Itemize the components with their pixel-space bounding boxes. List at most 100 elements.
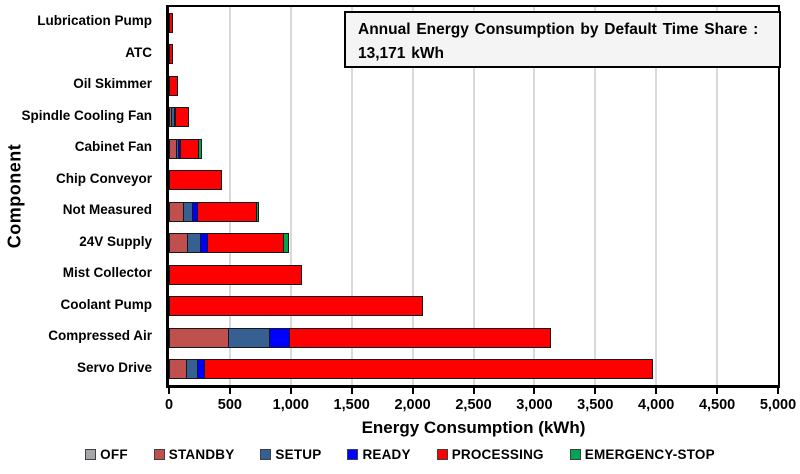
gridline xyxy=(594,7,597,385)
legend-label: SETUP xyxy=(275,447,322,462)
gridline xyxy=(655,7,658,385)
x-tick-mark xyxy=(655,388,658,394)
x-tick-label: 1,500 xyxy=(333,397,370,413)
legend-item: READY xyxy=(347,447,411,462)
bar-segment-ready xyxy=(268,327,290,348)
legend-swatch-off xyxy=(85,449,97,460)
x-axis-title: Energy Consumption (kWh) xyxy=(361,418,586,437)
gridline xyxy=(228,7,231,385)
x-tick-label: 3,000 xyxy=(516,397,553,413)
y-category-label: Compressed Air xyxy=(48,328,152,344)
bar-row xyxy=(169,133,778,165)
legend-label: OFF xyxy=(100,447,128,462)
gridline xyxy=(533,7,536,385)
bar-segment-emergency-stop xyxy=(283,233,289,254)
bar-segment-processing xyxy=(169,75,178,96)
y-category-label: Spindle Cooling Fan xyxy=(21,107,153,123)
legend-item: SETUP xyxy=(260,447,321,462)
x-tick-label: 0 xyxy=(164,397,174,413)
bar-row xyxy=(169,102,778,134)
x-tick-label: 1,000 xyxy=(272,397,309,413)
x-tick-mark xyxy=(472,388,475,394)
gridline xyxy=(289,7,292,385)
x-tick-label: 500 xyxy=(217,397,242,413)
gridline xyxy=(411,7,414,385)
bar-row xyxy=(169,259,778,291)
bar-segment-standby xyxy=(169,327,229,348)
x-tick-label: 4,500 xyxy=(698,397,736,413)
bar-segment-processing xyxy=(169,12,173,33)
annotation-line-1: Annual Energy Consumption by Default Tim… xyxy=(358,21,759,38)
legend-label: PROCESSING xyxy=(451,447,544,462)
legend-item: STANDBY xyxy=(153,447,235,462)
x-tick-mark xyxy=(716,388,719,394)
bar-row xyxy=(169,39,778,71)
legend-item: OFF xyxy=(85,447,128,462)
legend-swatch-standby xyxy=(153,449,165,460)
legend-item: PROCESSING xyxy=(436,447,544,462)
bar-segment-standby xyxy=(169,359,188,380)
bar-row xyxy=(169,70,778,102)
x-tick-label: 4,000 xyxy=(638,397,675,413)
gridline xyxy=(716,7,719,385)
bars-container xyxy=(169,7,778,385)
y-axis-category-labels: Lubrication Pump ATC Oil Skimmer Spindle Co… xyxy=(0,5,158,388)
legend-swatch-ready xyxy=(347,449,359,460)
legend-item: EMERGENCY-STOP xyxy=(569,447,715,462)
x-tick-mark xyxy=(777,388,779,394)
x-tick-label: 3,500 xyxy=(577,397,614,413)
bar-segment-processing xyxy=(203,359,654,380)
bar-segment-processing xyxy=(179,138,200,159)
y-category-label: 24V Supply xyxy=(79,233,152,249)
bar-segment-processing xyxy=(175,107,190,128)
bar-segment-emergency-stop xyxy=(255,201,260,222)
bar-row xyxy=(169,228,778,260)
legend-swatch-setup xyxy=(260,449,272,460)
bar-segment-setup xyxy=(187,233,201,254)
y-category-label: Cabinet Fan xyxy=(74,139,152,155)
bar-segment-standby xyxy=(169,233,189,254)
x-tick-label: 2,000 xyxy=(394,397,431,413)
x-tick-labels: 0 500 1,000 1,500 2,000 2,500 3,000 3,500 4,000 4… xyxy=(165,397,796,415)
legend-label: STANDBY xyxy=(168,447,235,462)
y-category-label: Chip Conveyor xyxy=(55,170,152,186)
x-tick-mark xyxy=(350,388,353,394)
y-category-label: Servo Drive xyxy=(76,359,152,375)
bar-segment-setup xyxy=(227,327,270,348)
x-tick-label: 2,500 xyxy=(455,397,492,413)
bar-row xyxy=(169,7,778,39)
legend-label: EMERGENCY-STOP xyxy=(584,447,715,462)
annotation-box: Annual Energy Consumption by Default Tim… xyxy=(344,11,781,68)
legend-swatch-emergency-stop xyxy=(569,449,581,460)
bar-row xyxy=(169,322,778,354)
legend-swatch-processing xyxy=(436,449,448,460)
x-tick-marks xyxy=(168,388,779,394)
gridlines xyxy=(169,7,778,385)
x-tick-mark xyxy=(168,388,170,394)
x-tick-mark xyxy=(594,388,597,394)
bar-segment-processing xyxy=(206,233,285,254)
y-category-label: Mist Collector xyxy=(62,265,152,281)
y-category-label: Lubrication Pump xyxy=(37,13,152,29)
bar-segment-processing xyxy=(197,201,257,222)
x-tick-mark xyxy=(228,388,231,394)
plot-area xyxy=(166,5,780,388)
bar-row xyxy=(169,165,778,197)
bar-row xyxy=(169,196,778,228)
bar-segment-processing xyxy=(169,264,302,285)
y-category-label: Not Measured xyxy=(62,202,152,218)
bar-segment-processing xyxy=(169,170,222,191)
legend-label: READY xyxy=(362,447,411,462)
y-category-label: Coolant Pump xyxy=(60,296,153,312)
x-tick-mark xyxy=(533,388,536,394)
legend: OFF STANDBY SETUP READY PROCESSING EMERGENCY-… xyxy=(0,447,800,462)
bar-segment-processing xyxy=(289,327,551,348)
bar-row xyxy=(169,291,778,323)
bar-row xyxy=(169,354,778,386)
bar-segment-processing xyxy=(169,296,423,317)
bar-segment-emergency-stop xyxy=(198,138,203,159)
x-tick-mark xyxy=(411,388,414,394)
bar-segment-processing xyxy=(169,44,173,65)
gridline xyxy=(350,7,353,385)
y-category-label: Oil Skimmer xyxy=(73,76,152,92)
